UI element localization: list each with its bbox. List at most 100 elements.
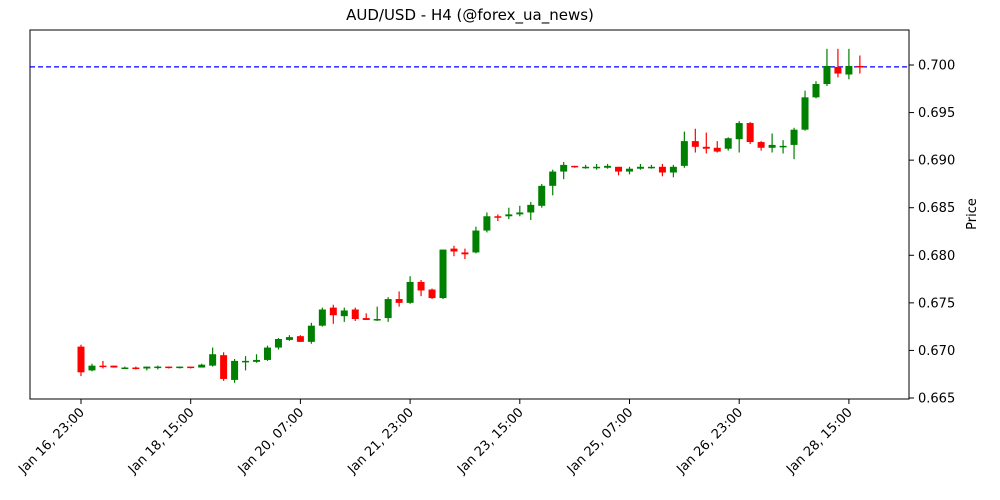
candle-body <box>856 65 864 68</box>
candle-body <box>231 360 239 380</box>
y-tick-label: 0.695 <box>918 106 955 121</box>
candle <box>351 307 359 321</box>
y-tick-label: 0.685 <box>918 201 955 216</box>
candle-body <box>165 366 173 369</box>
candle <box>143 366 151 371</box>
candle <box>505 207 513 220</box>
candle <box>384 297 392 322</box>
candle <box>571 165 579 168</box>
candle <box>198 363 206 368</box>
candle <box>647 164 655 169</box>
y-tick-label: 0.700 <box>918 59 955 74</box>
candle-body <box>757 142 765 148</box>
candle-body <box>362 318 370 320</box>
candle-body <box>647 166 655 169</box>
candle-body <box>307 325 315 342</box>
candle <box>724 137 732 151</box>
candle <box>538 183 546 208</box>
candle <box>658 163 666 177</box>
candle-body <box>296 336 304 342</box>
candle-body <box>110 365 118 368</box>
candle-body <box>790 129 798 145</box>
candle-body <box>779 145 787 148</box>
candle <box>636 163 644 170</box>
candle <box>461 248 469 260</box>
candles-group <box>77 48 864 383</box>
candle-body <box>209 354 217 366</box>
candle <box>99 360 107 369</box>
candle <box>231 358 239 383</box>
candle-body <box>713 147 721 152</box>
candle <box>812 81 820 99</box>
candle-body <box>77 346 85 373</box>
candle-body <box>702 146 710 149</box>
candle <box>494 214 502 222</box>
candle <box>604 163 612 169</box>
candle-body <box>99 365 107 368</box>
candle-body <box>121 367 129 370</box>
candle <box>779 140 787 154</box>
y-tick-label: 0.680 <box>918 249 955 264</box>
candle <box>406 276 414 304</box>
candle-body <box>340 310 348 317</box>
candle <box>483 212 491 233</box>
candle-body <box>735 123 743 140</box>
x-tick-label: Jan 21, 23:00 <box>344 405 416 477</box>
candle <box>373 306 381 321</box>
y-tick-label: 0.690 <box>918 154 955 169</box>
candle <box>263 345 271 361</box>
candle <box>417 280 425 297</box>
candle-body <box>768 144 776 148</box>
candle-body <box>658 166 666 173</box>
candle <box>593 163 601 170</box>
candle-body <box>450 248 458 252</box>
candle-body <box>263 347 271 360</box>
candle <box>77 344 85 377</box>
candle <box>318 307 326 327</box>
candle <box>790 127 798 160</box>
candle-body <box>538 185 546 206</box>
candle-body <box>384 299 392 319</box>
candle <box>856 55 864 74</box>
candle <box>285 335 293 341</box>
candle-body <box>505 214 513 217</box>
x-tick-label: Jan 16, 23:00 <box>15 405 87 477</box>
candle <box>165 366 173 369</box>
candle <box>88 363 96 372</box>
candle-body <box>801 97 809 130</box>
candle-body <box>582 166 590 169</box>
candle-body <box>823 65 831 85</box>
candle-body <box>274 339 282 348</box>
candle-body <box>198 364 206 368</box>
x-tick-label: Jan 20, 07:00 <box>235 405 307 477</box>
candle <box>582 164 590 169</box>
candle <box>121 366 129 370</box>
candle <box>395 291 403 307</box>
candle-body <box>483 216 491 231</box>
candle <box>801 90 809 131</box>
candle-body <box>285 337 293 340</box>
candle-body <box>527 204 535 213</box>
chart-title: AUD/USD - H4 (@forex_ua_news) <box>346 6 594 24</box>
candle <box>669 164 677 178</box>
candle <box>428 288 436 300</box>
candle-body <box>143 366 151 369</box>
candle-body <box>834 66 842 74</box>
candle <box>253 354 261 363</box>
x-axis: Jan 16, 23:00 Jan 18, 15:00 Jan 20, 07:00 J… <box>15 399 856 478</box>
candle-body <box>724 138 732 149</box>
candle-body <box>329 307 337 316</box>
candle <box>296 335 304 342</box>
y-tick-label: 0.665 <box>918 391 955 406</box>
x-tick-label: Jan 28, 15:00 <box>783 405 855 477</box>
candle <box>691 128 699 153</box>
candle-body <box>417 281 425 291</box>
candle <box>615 166 623 176</box>
candle <box>768 133 776 153</box>
candle <box>132 366 140 370</box>
candle-body <box>395 299 403 303</box>
candle <box>176 366 184 369</box>
candle-body <box>406 281 414 303</box>
candle-body <box>176 366 184 369</box>
candle <box>110 365 118 368</box>
